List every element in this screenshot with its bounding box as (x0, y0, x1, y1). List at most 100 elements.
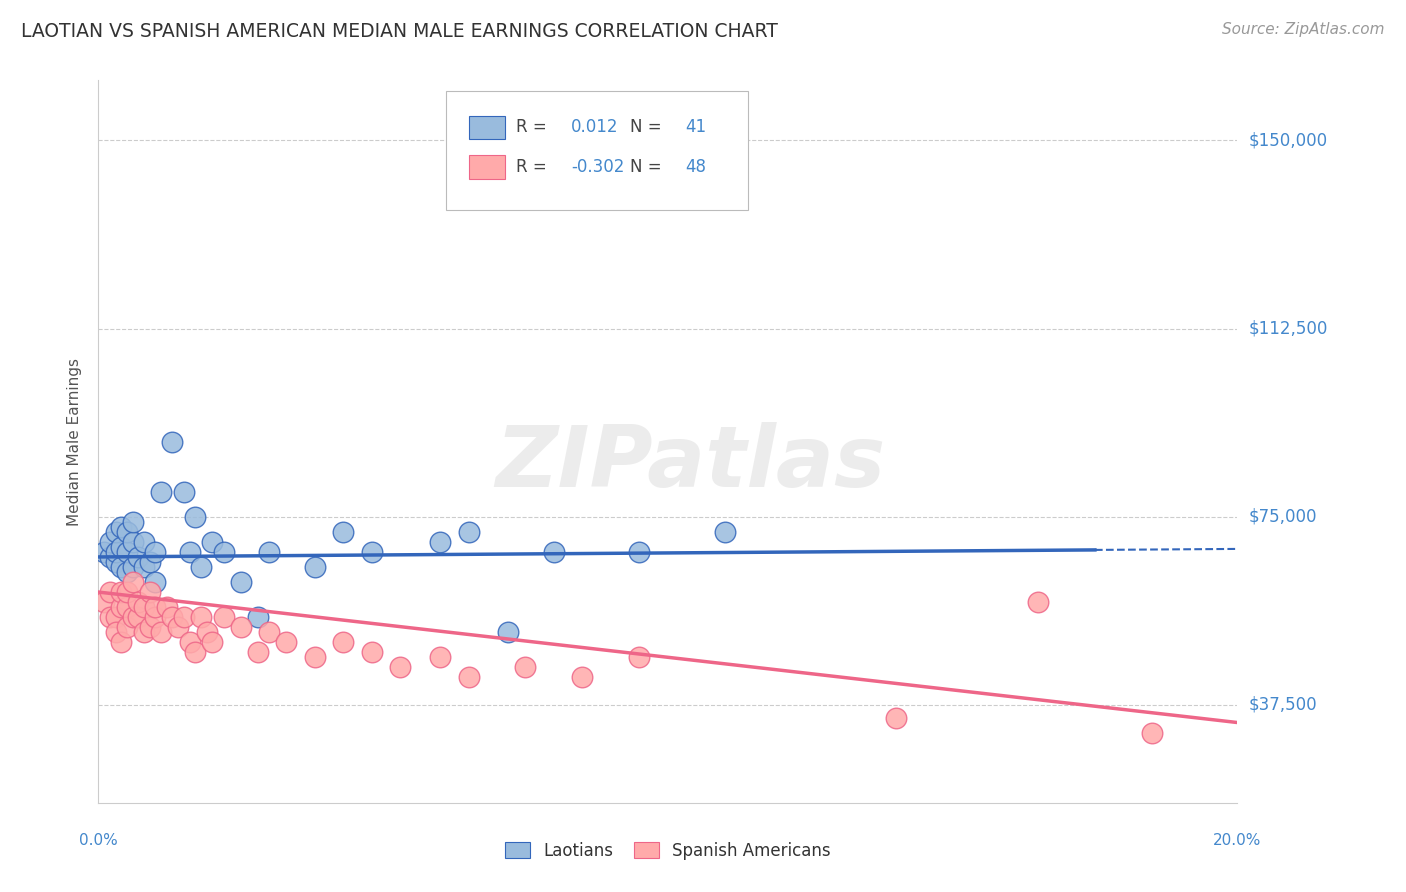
Legend: Laotians, Spanish Americans: Laotians, Spanish Americans (499, 836, 837, 867)
Text: 48: 48 (685, 158, 706, 176)
Point (628, 545, 651, 559)
Point (259, 545, 281, 559)
Point (229, 620, 252, 634)
Point (98, 610, 121, 624)
Point (145, 574, 167, 589)
Point (121, 515, 143, 529)
Point (110, 635, 132, 649)
Point (121, 610, 143, 624)
Text: 0.0%: 0.0% (79, 833, 118, 848)
FancyBboxPatch shape (468, 155, 505, 178)
Point (150, 625, 173, 640)
Point (104, 545, 127, 559)
Text: Source: ZipAtlas.com: Source: ZipAtlas.com (1222, 22, 1385, 37)
Point (429, 534, 451, 549)
Point (121, 534, 143, 549)
Point (714, 524, 737, 539)
Point (93, 595, 115, 609)
Text: $37,500: $37,500 (1249, 696, 1317, 714)
Text: $112,500: $112,500 (1249, 319, 1327, 338)
Point (259, 625, 281, 640)
Text: -0.302: -0.302 (571, 158, 624, 176)
Point (628, 650, 651, 665)
Point (1026, 595, 1049, 609)
FancyBboxPatch shape (468, 116, 505, 139)
Point (167, 620, 190, 634)
Y-axis label: Median Male Earnings: Median Male Earnings (67, 358, 83, 525)
Point (360, 645, 382, 659)
Point (884, 710, 907, 724)
Point (457, 524, 479, 539)
Point (173, 610, 195, 624)
Point (190, 560, 212, 574)
Point (115, 524, 138, 539)
Point (201, 534, 224, 549)
Point (212, 545, 235, 559)
Point (156, 600, 179, 615)
Point (138, 620, 160, 634)
Point (104, 625, 127, 640)
Text: $150,000: $150,000 (1249, 131, 1327, 150)
Point (104, 555, 127, 569)
Point (145, 600, 167, 615)
Point (246, 610, 269, 624)
Point (184, 509, 207, 524)
Point (162, 610, 184, 624)
Point (543, 545, 565, 559)
Point (121, 574, 143, 589)
Point (229, 574, 252, 589)
Point (429, 650, 451, 665)
Point (162, 434, 184, 449)
Point (276, 635, 298, 649)
Text: $75,000: $75,000 (1249, 508, 1317, 525)
Text: 0.012: 0.012 (571, 119, 619, 136)
Point (115, 600, 138, 615)
Point (179, 635, 201, 649)
Point (515, 660, 537, 674)
Point (115, 620, 138, 634)
Point (98, 585, 121, 599)
Point (132, 534, 155, 549)
Text: 41: 41 (685, 119, 706, 136)
Point (127, 595, 149, 609)
Text: LAOTIAN VS SPANISH AMERICAN MEDIAN MALE EARNINGS CORRELATION CHART: LAOTIAN VS SPANISH AMERICAN MEDIAN MALE … (21, 22, 778, 41)
Point (98, 534, 121, 549)
Point (304, 650, 326, 665)
Point (246, 645, 269, 659)
Point (110, 600, 132, 615)
Point (138, 555, 160, 569)
Point (145, 545, 167, 559)
Point (190, 610, 212, 624)
Point (195, 625, 218, 640)
Point (115, 565, 138, 579)
Point (145, 610, 167, 624)
Point (98, 549, 121, 564)
Point (360, 545, 382, 559)
Point (150, 484, 173, 499)
FancyBboxPatch shape (446, 91, 748, 211)
Point (110, 560, 132, 574)
Text: ZIPatlas: ZIPatlas (495, 422, 886, 505)
Point (110, 540, 132, 554)
Text: N =: N = (630, 158, 662, 176)
Point (115, 545, 138, 559)
Text: N =: N = (630, 119, 662, 136)
Point (104, 610, 127, 624)
Point (457, 670, 479, 684)
Point (332, 635, 354, 649)
Point (132, 560, 155, 574)
Point (110, 520, 132, 534)
Point (571, 670, 593, 684)
Point (304, 560, 326, 574)
Text: 20.0%: 20.0% (1213, 833, 1261, 848)
Point (127, 610, 149, 624)
Point (389, 660, 412, 674)
Text: R =: R = (516, 158, 547, 176)
Point (179, 545, 201, 559)
Point (138, 585, 160, 599)
Point (115, 585, 138, 599)
Point (132, 600, 155, 615)
Point (201, 635, 224, 649)
Point (173, 484, 195, 499)
Point (184, 645, 207, 659)
